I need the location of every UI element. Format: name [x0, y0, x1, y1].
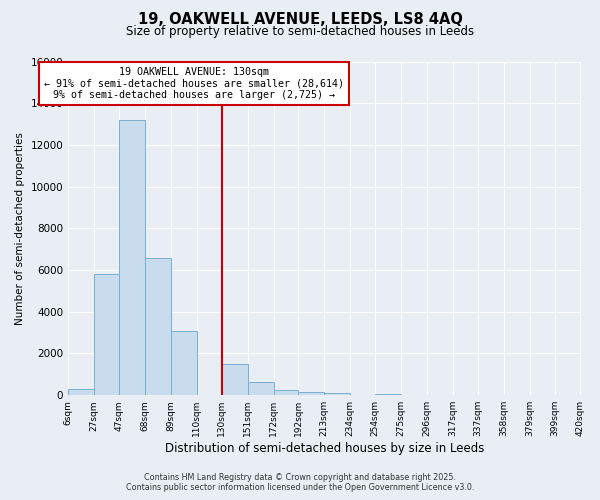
Bar	[274, 390, 298, 395]
X-axis label: Distribution of semi-detached houses by size in Leeds: Distribution of semi-detached houses by …	[164, 442, 484, 455]
Bar	[221, 364, 248, 395]
Text: 19, OAKWELL AVENUE, LEEDS, LS8 4AQ: 19, OAKWELL AVENUE, LEEDS, LS8 4AQ	[137, 12, 463, 28]
Bar	[375, 394, 401, 395]
Bar	[119, 120, 145, 395]
Bar	[298, 392, 325, 395]
Bar	[68, 389, 94, 395]
Text: 19 OAKWELL AVENUE: 130sqm
← 91% of semi-detached houses are smaller (28,614)
9% : 19 OAKWELL AVENUE: 130sqm ← 91% of semi-…	[44, 66, 344, 100]
Text: Contains HM Land Registry data © Crown copyright and database right 2025.
Contai: Contains HM Land Registry data © Crown c…	[126, 473, 474, 492]
Bar	[325, 393, 350, 395]
Y-axis label: Number of semi-detached properties: Number of semi-detached properties	[15, 132, 25, 325]
Text: Size of property relative to semi-detached houses in Leeds: Size of property relative to semi-detach…	[126, 25, 474, 38]
Bar	[94, 274, 119, 395]
Bar	[145, 258, 171, 395]
Bar	[171, 330, 197, 395]
Bar	[248, 382, 274, 395]
